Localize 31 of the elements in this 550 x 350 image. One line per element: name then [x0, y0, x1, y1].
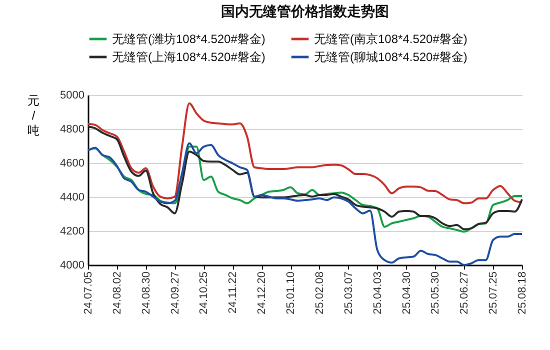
x-tick-label: 25.01.10 — [285, 272, 298, 314]
y-tick-label: 4000 — [60, 260, 84, 272]
x-tick-label: 25.05.30 — [430, 272, 442, 314]
chart-title: 国内无缝管价格指数走势图 — [221, 3, 389, 19]
x-tick-label: 25.04.30 — [400, 272, 413, 314]
x-tick-label: 24.11.22 — [227, 272, 240, 314]
y-tick-label: 4800 — [60, 124, 84, 136]
x-tick-label: 25.04.03 — [372, 272, 384, 314]
x-tick-label: 24.12.20 — [256, 272, 268, 314]
legend-label: 无缝管(南京108*4.520#磐金) — [314, 32, 468, 46]
y-tick-label: 4400 — [60, 192, 84, 204]
x-tick-label: 25.02.08 — [314, 272, 326, 314]
x-tick-label: 24.08.30 — [140, 272, 152, 314]
y-tick-label: 4600 — [60, 158, 84, 170]
line-series — [87, 146, 523, 233]
x-tick-label: 24.07.05 — [82, 272, 94, 314]
x-tick-label: 24.09.27 — [169, 272, 182, 314]
y-tick-label: 5000 — [60, 90, 84, 102]
x-tick-label: 25.06.27 — [458, 272, 471, 314]
y-axis-title: 元/吨 — [28, 94, 40, 138]
x-tick-label: 25.08.18 — [516, 272, 528, 314]
x-tick-label: 24.08.02 — [111, 272, 124, 314]
x-tick-label: 24.10.25 — [198, 272, 210, 314]
legend-label: 无缝管(潍坊108*4.520#磐金) — [112, 32, 266, 46]
legend-label: 无缝管(聊城108*4.520#磐金) — [314, 50, 468, 64]
line-series — [87, 102, 523, 204]
x-tick-label: 25.07.25 — [488, 272, 500, 314]
x-tick-label: 25.03.07 — [342, 272, 355, 314]
line-series — [87, 126, 523, 230]
legend-label: 无缝管(上海108*4.520#磐金) — [112, 50, 266, 64]
y-tick-label: 4200 — [60, 226, 84, 238]
